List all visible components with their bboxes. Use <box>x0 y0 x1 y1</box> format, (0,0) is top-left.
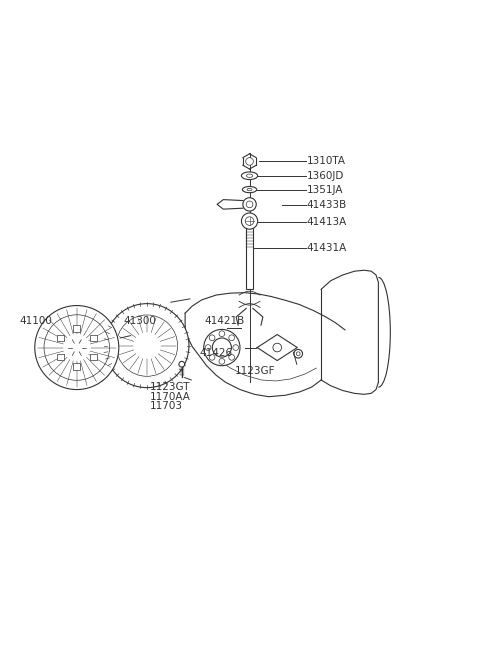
Circle shape <box>68 339 86 356</box>
FancyBboxPatch shape <box>73 325 80 332</box>
Circle shape <box>179 362 185 367</box>
Circle shape <box>205 345 211 350</box>
Text: 1360JD: 1360JD <box>307 171 344 181</box>
Circle shape <box>124 322 170 369</box>
FancyBboxPatch shape <box>57 354 63 360</box>
FancyBboxPatch shape <box>57 335 63 341</box>
FancyBboxPatch shape <box>73 364 80 370</box>
Circle shape <box>246 201 253 208</box>
Circle shape <box>204 329 240 365</box>
Ellipse shape <box>241 172 258 179</box>
Circle shape <box>246 158 253 165</box>
Circle shape <box>233 345 239 350</box>
Ellipse shape <box>246 174 252 178</box>
Circle shape <box>243 198 256 211</box>
Text: 1123GT: 1123GT <box>149 382 190 392</box>
Circle shape <box>219 358 225 364</box>
Ellipse shape <box>242 187 257 193</box>
Ellipse shape <box>247 189 252 191</box>
Text: 1310TA: 1310TA <box>307 157 346 166</box>
Circle shape <box>35 305 119 390</box>
Circle shape <box>135 334 158 357</box>
FancyBboxPatch shape <box>90 335 96 341</box>
Polygon shape <box>217 200 243 209</box>
Text: 41100: 41100 <box>20 316 52 326</box>
Text: 1123GF: 1123GF <box>235 366 276 377</box>
Text: 11703: 11703 <box>149 402 182 411</box>
Text: 1170AA: 1170AA <box>149 392 190 402</box>
Text: 41421B: 41421B <box>204 316 244 326</box>
Circle shape <box>241 213 258 229</box>
Circle shape <box>273 343 281 352</box>
Circle shape <box>116 315 178 376</box>
Text: 41426: 41426 <box>199 348 233 358</box>
Polygon shape <box>257 335 297 360</box>
Circle shape <box>209 354 215 360</box>
Circle shape <box>65 335 89 360</box>
Circle shape <box>209 335 215 341</box>
Text: 41431A: 41431A <box>307 243 347 253</box>
Circle shape <box>296 352 300 356</box>
Circle shape <box>212 338 231 357</box>
Text: 41300: 41300 <box>123 316 156 326</box>
Circle shape <box>72 343 82 352</box>
Circle shape <box>219 331 225 337</box>
Circle shape <box>245 217 254 225</box>
Circle shape <box>229 335 235 341</box>
Text: 1351JA: 1351JA <box>307 185 343 195</box>
Text: 41413A: 41413A <box>307 217 347 227</box>
FancyBboxPatch shape <box>246 228 253 290</box>
FancyBboxPatch shape <box>90 354 96 360</box>
Circle shape <box>229 354 235 360</box>
Circle shape <box>105 304 189 388</box>
Circle shape <box>294 350 302 358</box>
Circle shape <box>44 315 109 381</box>
Text: 41433B: 41433B <box>307 200 347 210</box>
